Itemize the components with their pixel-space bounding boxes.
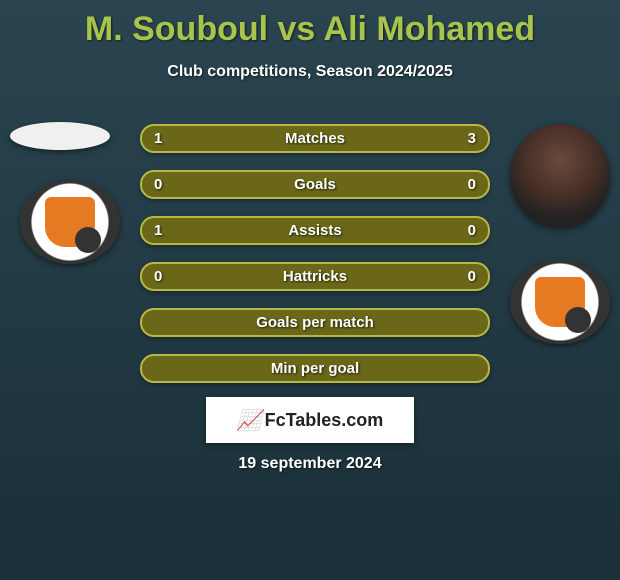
stat-left-value: 1	[154, 130, 162, 147]
stats-table: 1 Matches 3 0 Goals 0 1 Assists 0 0 Hatt…	[140, 124, 490, 400]
stat-label: Goals per match	[256, 314, 374, 331]
fctables-label: FcTables.com	[265, 410, 384, 431]
fctables-icon: 📈	[237, 408, 262, 433]
club-left-badge	[20, 180, 120, 264]
player-right-avatar	[510, 124, 610, 228]
stat-right-value: 0	[468, 222, 476, 239]
fctables-link[interactable]: 📈 FcTables.com	[206, 397, 414, 443]
stat-right-value: 0	[468, 176, 476, 193]
stat-right-value: 0	[468, 268, 476, 285]
page-title: M. Souboul vs Ali Mohamed	[0, 0, 620, 49]
ajman-club-icon	[45, 197, 95, 247]
ajman-club-icon	[535, 277, 585, 327]
stat-row-goals: 0 Goals 0	[140, 170, 490, 199]
stat-row-assists: 1 Assists 0	[140, 216, 490, 245]
stat-label: Hattricks	[283, 268, 347, 285]
date-label: 19 september 2024	[238, 455, 381, 473]
stat-row-min-per-goal: Min per goal	[140, 354, 490, 383]
club-right-badge	[510, 260, 610, 344]
stat-row-goals-per-match: Goals per match	[140, 308, 490, 337]
stat-label: Min per goal	[271, 360, 359, 377]
stat-row-matches: 1 Matches 3	[140, 124, 490, 153]
stat-label: Goals	[294, 176, 336, 193]
stat-right-value: 3	[468, 130, 476, 147]
player-left-avatar	[10, 122, 110, 150]
stat-label: Assists	[288, 222, 341, 239]
stat-left-value: 1	[154, 222, 162, 239]
subtitle: Club competitions, Season 2024/2025	[0, 63, 620, 81]
stat-left-value: 0	[154, 268, 162, 285]
stat-label: Matches	[285, 130, 345, 147]
stat-row-hattricks: 0 Hattricks 0	[140, 262, 490, 291]
stat-left-value: 0	[154, 176, 162, 193]
